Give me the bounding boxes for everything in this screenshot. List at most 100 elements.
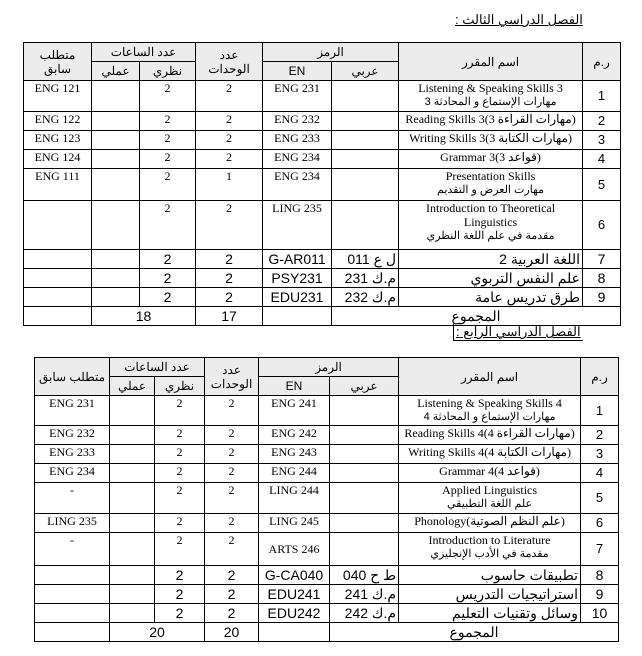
row-number-cell: 3 — [580, 444, 620, 464]
course-name-en: Writing Skills 4(مهارات الكتابة 4) — [408, 445, 571, 460]
course-name-cell: Listening & Speaking Skills 4 مهارات الإس… — [398, 395, 582, 426]
code-en-cell: EDU241 — [258, 584, 331, 604]
units-cell: 2 — [204, 513, 260, 533]
theory-cell: 2 — [138, 268, 197, 288]
practical-cell — [109, 395, 155, 426]
code-en-cell: ENG 241 — [258, 395, 331, 426]
row-number-cell: 9 — [580, 584, 620, 604]
prereq-cell: ENG 123 — [23, 130, 92, 150]
units-cell: 2 — [195, 287, 264, 307]
row-number-cell: 2 — [580, 425, 620, 445]
total-code-empty — [258, 622, 331, 642]
semester4-table: متطلب سابق عدد الساعات عدد الوحدات الرمز اسم… — [34, 357, 620, 642]
code-ar-cell: م.ك 232 — [331, 287, 400, 307]
practical-cell — [109, 425, 155, 445]
units-cell: 2 — [195, 111, 264, 131]
course-name-ar: اللغة العربية 2 — [499, 251, 581, 267]
course-name-cell: Listening & Speaking Skills 3 مهارات الإس… — [398, 80, 584, 112]
practical-cell — [91, 149, 140, 169]
code-en-cell: ENG 233 — [262, 130, 333, 150]
code-ar-cell — [331, 130, 400, 150]
course-name-en: Presentation Skills — [445, 169, 536, 184]
code-en-cell: ENG 244 — [258, 463, 331, 483]
code-en-cell: LING 244 — [258, 482, 331, 514]
course-name-ar: علم اللغة التطبيقي — [447, 498, 533, 510]
prereq-cell — [34, 603, 110, 623]
theory-cell: 2 — [138, 249, 197, 269]
course-name-ar: مهارات الإستماع و المحادثة 3 — [424, 96, 557, 108]
units-cell: 2 — [204, 482, 260, 514]
header-hours: عدد الساعات — [108, 357, 206, 377]
code-ar-cell: ل ع 011 — [331, 249, 400, 269]
theory-cell: 2 — [138, 200, 197, 250]
header-code: الرمز — [258, 357, 400, 377]
code-en-cell: ENG 232 — [262, 111, 333, 131]
row-number-cell: 6 — [582, 200, 622, 250]
row-number-cell: 7 — [582, 249, 622, 269]
practical-cell — [91, 80, 140, 112]
table-row: 2 2 LING 235 Introduction to Theoretical Li… — [23, 200, 622, 250]
table-row: 2 2 EDU241 م.ك 241 استراتيجيات التدريس 9 — [34, 584, 620, 604]
semester3-table: متطلب سابق عدد الساعات عدد الوحدات الرمز اسم… — [23, 42, 622, 326]
row-number-cell: 4 — [582, 149, 622, 169]
table-row: ENG 111 2 1 ENG 234 Presentation Skills مهارت… — [23, 168, 622, 201]
prereq-cell: - — [34, 532, 110, 566]
theory-cell: 2 — [138, 111, 197, 131]
row-number-cell: 9 — [582, 287, 622, 307]
table-row: LING 235 2 2 LING 245 Phonology(علم النظم ال… — [34, 513, 620, 533]
practical-cell — [91, 268, 140, 288]
course-name-ar: مهارات الإستماع و المحادثة 4 — [423, 411, 556, 423]
row-number-cell: 1 — [580, 395, 620, 426]
code-ar-cell — [329, 444, 400, 464]
course-name-en: Listening & Speaking Skills 3 — [418, 81, 563, 96]
semester3-title: الفصل الدراسي الثالث : — [455, 12, 583, 27]
practical-cell — [109, 463, 155, 483]
practical-cell — [109, 603, 155, 623]
course-name-cell: اللغة العربية 2 — [398, 249, 584, 269]
course-name-cell: Writing Skills 3(مهارات الكتابة 3) — [398, 130, 584, 150]
course-name-en: Listening & Speaking Skills 4 — [417, 396, 562, 411]
course-name-cell: Writing Skills 4(مهارات الكتابة 4) — [398, 444, 582, 464]
practical-cell — [109, 532, 155, 566]
table-row: ENG 123 2 2 ENG 233 Writing Skills 3(مهارات … — [23, 130, 622, 150]
practical-cell — [109, 565, 155, 585]
row-number-cell: 6 — [580, 513, 620, 533]
row-number-cell: 5 — [582, 168, 622, 201]
total-code-empty — [262, 306, 333, 326]
code-ar-cell — [329, 532, 400, 566]
prereq-cell — [34, 584, 110, 604]
header-code-ar: عربي — [329, 376, 400, 396]
row-number-cell: 4 — [580, 463, 620, 483]
prereq-cell — [23, 200, 92, 250]
prereq-cell: ENG 231 — [34, 395, 110, 426]
code-en-cell: ENG 243 — [258, 444, 331, 464]
code-ar-cell — [331, 168, 400, 201]
header-code-en: EN — [258, 376, 331, 396]
table-row: 2 2 EDU231 م.ك 232 طرق تدريس عامة 9 — [23, 287, 622, 307]
code-ar-cell — [329, 425, 400, 445]
header-practical: عملي — [91, 61, 140, 81]
total-label: المجموع — [331, 306, 622, 326]
course-name-ar: استراتيجيات التدريس — [455, 586, 579, 602]
header-practical: عملي — [109, 376, 155, 396]
code-ar-cell: م.ك 242 — [329, 603, 400, 623]
semester4-title: الفصل الدراسي الرابع : — [453, 324, 583, 341]
row-number-cell: 5 — [580, 482, 620, 514]
header-code: الرمز — [262, 42, 400, 62]
header-units: عدد الوحدات — [204, 357, 260, 396]
row-number-cell: 7 — [580, 532, 620, 566]
code-en-cell: ARTS 246 — [258, 532, 331, 566]
table-row: 2 2 PSY231 م.ك 231 علم النفس التربوي 8 — [23, 268, 622, 288]
header-units: عدد الوحدات — [195, 42, 264, 81]
theory-cell: 2 — [153, 603, 206, 623]
code-en-cell: EDU231 — [262, 287, 333, 307]
code-ar-cell — [329, 482, 400, 514]
prereq-cell: ENG 234 — [34, 463, 110, 483]
theory-cell: 2 — [153, 395, 206, 426]
header-no: ر.م — [582, 42, 622, 81]
table-row: -2 2 LING 244 Applied Linguistics علم اللغة … — [34, 482, 620, 514]
header-theory: نظري — [153, 376, 206, 396]
practical-cell — [91, 111, 140, 131]
header-theory: نظري — [138, 61, 197, 81]
